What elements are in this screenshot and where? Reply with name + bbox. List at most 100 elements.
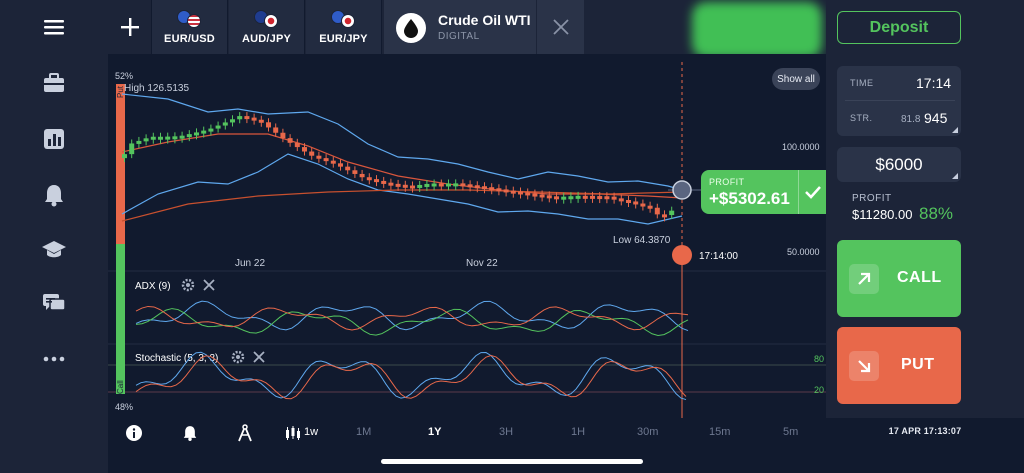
candle-body — [467, 184, 473, 188]
candle-body — [150, 136, 156, 140]
candle-body — [388, 182, 394, 186]
candle-body — [539, 194, 545, 198]
candle-body — [165, 136, 171, 140]
blurred-overlay — [692, 2, 822, 58]
candle-body — [352, 170, 358, 174]
currency-flags-icon — [176, 9, 203, 28]
tab-eur-jpy[interactable]: EUR/JPY — [306, 0, 382, 54]
support-chat-icon[interactable] — [39, 288, 69, 318]
candle-body — [554, 196, 559, 200]
candle-body — [230, 119, 235, 123]
time-label: TIME — [850, 78, 874, 88]
candle-body — [273, 127, 279, 133]
candle-body — [136, 140, 142, 144]
candle-body — [518, 191, 523, 195]
tab-aud-jpy[interactable]: AUD/JPY — [229, 0, 305, 54]
time-value: 17:14 — [916, 75, 952, 91]
candle-body — [460, 183, 466, 187]
strike-small-value: 81.8 — [901, 114, 921, 125]
currency-flags-icon — [330, 9, 357, 28]
expiry-flag-marker[interactable] — [672, 245, 692, 265]
expiry-strike-box[interactable]: TIME 17:14 STR. 81.8 945 — [837, 66, 961, 136]
price-chart[interactable]: 52% 48% Put Call High 126.5135 Low 64.38… — [108, 54, 826, 418]
stochastic-d-line — [135, 355, 687, 400]
candle-body — [395, 183, 401, 187]
oil-drop-icon — [396, 13, 426, 43]
candle-body — [172, 136, 178, 140]
stochastic-remove-icon[interactable] — [253, 351, 265, 363]
profit-badge[interactable]: PROFIT +$5302.61 — [701, 170, 826, 214]
candle-body — [446, 183, 451, 187]
candle-body — [201, 130, 207, 134]
period-1h[interactable]: 1H — [571, 426, 586, 438]
high-price-label: High 126.5135 — [124, 83, 189, 94]
timeframe-button[interactable]: 1w — [304, 426, 319, 438]
candle-body — [129, 143, 135, 155]
profit-badge-label: PROFIT — [709, 177, 745, 187]
period-1y[interactable]: 1Y — [428, 426, 442, 438]
tab-crude-oil-active[interactable]: Crude Oil WTI DIGITAL — [384, 0, 584, 54]
candle-body — [525, 192, 531, 196]
candle-body — [597, 196, 603, 200]
investment-amount-box[interactable]: $6000 — [837, 147, 961, 182]
candle-body — [208, 128, 214, 132]
call-gauge-bar — [116, 244, 125, 394]
put-button[interactable]: PUT — [837, 327, 961, 404]
trade-panel: Deposit TIME 17:14 STR. 81.8 945 $6000 P… — [826, 0, 1024, 418]
period-1m[interactable]: 1M — [356, 426, 372, 438]
notifications-bell-icon[interactable] — [39, 180, 69, 210]
candle-body — [626, 199, 631, 203]
candle-body — [633, 201, 639, 205]
portfolio-icon[interactable] — [39, 68, 69, 98]
stochastic-settings-icon[interactable] — [231, 350, 245, 364]
drawing-tools-icon[interactable] — [237, 424, 253, 447]
candle-body — [611, 196, 617, 200]
close-tab-button[interactable] — [536, 0, 584, 54]
candle-body — [424, 183, 430, 187]
add-asset-button[interactable] — [108, 0, 152, 54]
entry-point-marker[interactable] — [672, 180, 692, 200]
menu-icon[interactable] — [39, 12, 69, 42]
deposit-button[interactable]: Deposit — [837, 11, 961, 44]
period-15m[interactable]: 15m — [709, 426, 731, 438]
period-30m[interactable]: 30m — [637, 426, 659, 438]
more-dots-icon[interactable] — [39, 344, 69, 374]
adx-remove-icon[interactable] — [203, 279, 215, 291]
candle-body — [323, 158, 329, 162]
candle-body — [568, 196, 574, 200]
upper-band-line — [121, 93, 683, 191]
info-icon[interactable] — [126, 425, 142, 446]
candle-body — [287, 138, 293, 143]
period-3h[interactable]: 3H — [499, 426, 514, 438]
chart-stats-icon[interactable] — [39, 124, 69, 154]
candle-body — [590, 195, 595, 199]
adx-settings-icon[interactable] — [181, 278, 195, 292]
plus-icon — [120, 18, 139, 36]
education-cap-icon[interactable] — [39, 234, 69, 264]
call-label: CALL — [897, 269, 942, 286]
candlesticks — [122, 112, 675, 222]
price-level-50: 50.0000 — [787, 247, 820, 257]
candle-body — [453, 183, 459, 187]
tab-eur-usd[interactable]: EUR/USD — [152, 0, 228, 54]
candle-body — [618, 198, 624, 202]
period-5m[interactable]: 5m — [783, 426, 799, 438]
candle-body — [431, 183, 437, 187]
adx-lines — [135, 300, 689, 336]
candle-body — [647, 205, 653, 209]
alerts-bell-icon[interactable] — [181, 424, 199, 447]
arrow-up-right-icon — [849, 264, 879, 294]
candle-body — [338, 163, 343, 167]
home-indicator — [381, 459, 643, 464]
call-button[interactable]: CALL — [837, 240, 961, 317]
bottom-toolbar: 1w 1M 1Y 3H 1H 30m 15m 5m — [108, 418, 826, 448]
candle-body — [654, 207, 660, 215]
server-timestamp: 17 APR 17:13:07 — [888, 426, 962, 436]
candle-body — [532, 193, 538, 197]
candles-type-icon[interactable] — [285, 425, 301, 446]
candle-body — [294, 142, 300, 148]
stochastic-lines — [135, 351, 687, 401]
candle-body — [215, 125, 221, 129]
show-all-button[interactable]: Show all — [772, 68, 820, 90]
corner-arrow-icon — [952, 173, 958, 179]
